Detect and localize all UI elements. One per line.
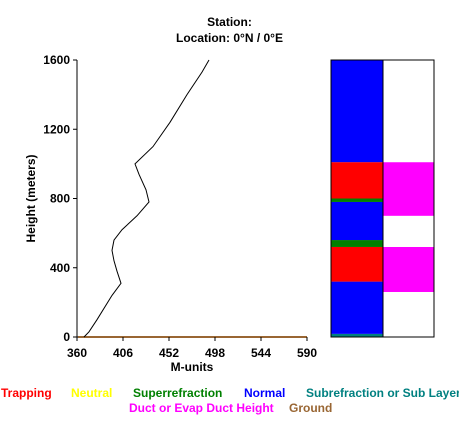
y-tick-label: 400	[50, 261, 70, 275]
duct-bar-segment	[331, 246, 383, 282]
duct-bar-segment	[331, 281, 383, 334]
duct-height-segment	[383, 291, 434, 337]
x-tick-label: 544	[251, 346, 271, 360]
x-tick-label: 452	[159, 346, 179, 360]
legend-subrefraction: Subrefraction or Sub Layer	[306, 386, 459, 400]
station-title: Station:	[207, 15, 252, 29]
x-tick-label: 498	[205, 346, 225, 360]
legend-superrefraction: Superrefraction	[133, 386, 223, 400]
duct-bar-segment	[331, 198, 383, 202]
legend-duct-height: Duct or Evap Duct Height	[129, 401, 274, 415]
duct-bar-segment	[331, 201, 383, 241]
duct-height-segment	[383, 162, 434, 216]
x-tick-label: 360	[67, 346, 87, 360]
duct-height-segment	[383, 246, 434, 292]
y-tick-label: 0	[63, 330, 70, 344]
duct-bar-segment	[331, 333, 383, 337]
y-tick-label: 1600	[43, 53, 70, 67]
legend-neutral: Neutral	[71, 386, 113, 400]
legend-trapping: Trapping	[1, 386, 52, 400]
refractivity-profile-line	[83, 59, 210, 338]
duct-bar-segment	[331, 162, 383, 199]
location-title: Location: 0°N / 0°E	[176, 31, 283, 45]
profile-chart: 360 406 452 498 544 590 0 400 800 1200 1600 M-units…	[24, 53, 435, 374]
duct-bar-segment	[331, 240, 383, 247]
duct-height-segment	[383, 60, 434, 163]
y-axis-label: Height (meters)	[24, 154, 38, 242]
x-tick-label: 406	[113, 346, 133, 360]
legend-ground: Ground	[289, 401, 333, 415]
x-axis-label: M-units	[171, 360, 214, 374]
y-tick-label: 1200	[43, 122, 70, 136]
duct-bar-segment	[331, 60, 383, 163]
duct-height-segment	[383, 215, 434, 247]
legend-normal: Normal	[244, 386, 286, 400]
x-tick-label: 590	[297, 346, 317, 360]
y-tick-label: 800	[50, 192, 70, 206]
